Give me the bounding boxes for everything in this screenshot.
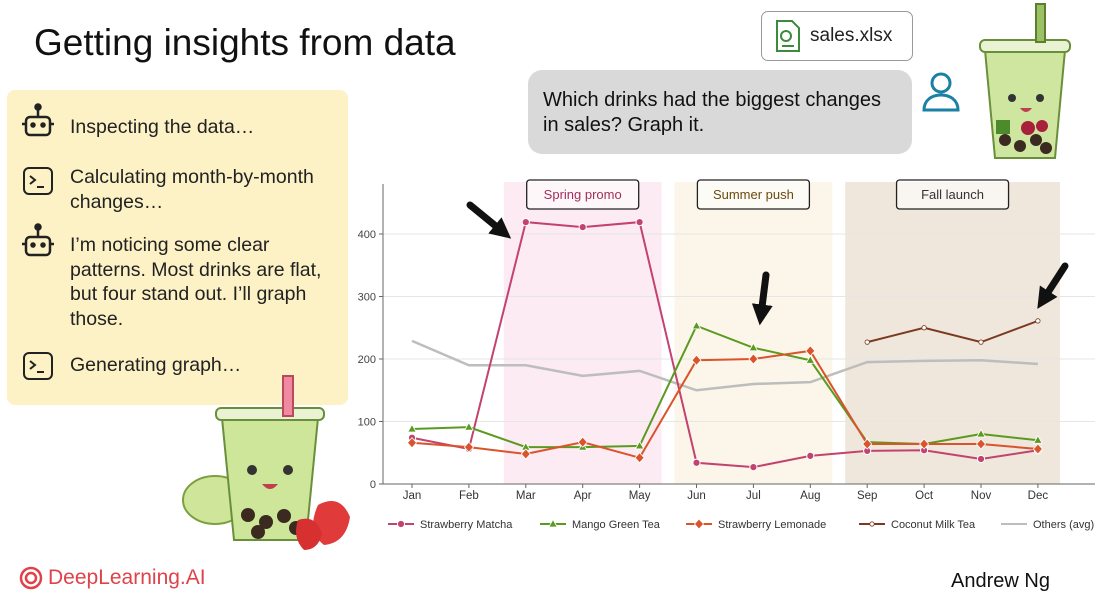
x-tick-label: May [629, 490, 651, 502]
x-tick-label: Aug [800, 490, 820, 502]
point [1033, 434, 1043, 444]
y-tick-label: 400 [358, 229, 376, 241]
user-message-text: Which drinks had the biggest changes in … [543, 89, 881, 136]
highlight-region [503, 182, 662, 484]
point [691, 320, 702, 330]
point [978, 339, 984, 345]
x-tick-label: Oct [915, 490, 934, 502]
point [520, 441, 531, 451]
point [748, 353, 759, 365]
series-line [411, 349, 1038, 459]
point [976, 428, 986, 438]
point [975, 438, 987, 450]
point [863, 446, 872, 455]
legend-label: Mango Green Tea [572, 519, 661, 531]
point [464, 444, 473, 454]
highlight-region [845, 182, 1060, 484]
x-tick-label: Sep [857, 490, 877, 502]
region-label: Fall launch [921, 187, 984, 202]
x-tick-label: Jan [403, 490, 422, 502]
point [520, 448, 531, 460]
x-tick-label: Mar [516, 490, 536, 502]
point [464, 421, 474, 431]
brand: DeepLearning.AI [48, 566, 206, 589]
point [919, 438, 930, 450]
series-line [411, 339, 1038, 392]
point [693, 518, 705, 530]
point [577, 441, 588, 451]
legend-label: Coconut Milk Tea [891, 519, 976, 531]
y-tick-label: 100 [358, 417, 376, 429]
x-tick-label: Jul [746, 490, 761, 502]
point [577, 436, 588, 448]
point [634, 440, 645, 450]
point [805, 345, 816, 357]
point [1033, 446, 1043, 455]
file-icon [776, 20, 800, 52]
x-tick-label: Nov [971, 490, 992, 502]
x-tick-label: Dec [1028, 490, 1049, 502]
point [749, 463, 758, 472]
agent-step-robot: I’m noticing some clear patterns. Most d… [70, 234, 322, 330]
point [976, 454, 986, 464]
point [806, 451, 815, 460]
point [396, 519, 406, 529]
y-tick-label: 0 [370, 479, 376, 491]
point [463, 441, 474, 453]
boba-illustration [979, 3, 1071, 159]
point [692, 458, 701, 467]
point [1032, 443, 1043, 455]
x-tick-label: Feb [459, 490, 479, 502]
series-line [866, 319, 1039, 344]
point [920, 446, 929, 455]
agent-step-terminal: Calculating month-by-month changes… [70, 166, 314, 213]
point [919, 438, 929, 448]
region-label: Summer push [713, 187, 794, 202]
point [635, 218, 644, 227]
file-name: sales.xlsx [810, 25, 893, 46]
agent-step-terminal: Generating graph… [70, 354, 242, 376]
agent-step-robot: Inspecting the data… [70, 116, 255, 138]
slide-title: Getting insights from data [34, 22, 456, 63]
legend-label: Others (avg) [1033, 519, 1094, 531]
agent-panel: Inspecting the data… Calculating month-by… [7, 90, 348, 405]
series-line [411, 221, 1039, 469]
point [521, 218, 530, 227]
point [748, 342, 759, 352]
point [578, 223, 587, 232]
point [921, 325, 927, 331]
point [406, 437, 418, 449]
point [691, 354, 702, 366]
brand-logo [19, 566, 43, 590]
highlight-region [674, 182, 833, 484]
point [407, 433, 417, 442]
y-tick-label: 200 [358, 354, 376, 366]
point [548, 518, 558, 528]
file-chip: sales.xlsx [761, 11, 913, 61]
legend-label: Strawberry Lemonade [718, 519, 826, 531]
point [862, 436, 873, 446]
region-label: Spring promo [544, 187, 622, 202]
region-label-box [696, 179, 811, 210]
point [805, 354, 816, 364]
point [864, 339, 870, 345]
x-tick-label: Apr [574, 490, 592, 502]
point [1035, 318, 1041, 324]
region-label-box [895, 179, 1010, 210]
x-tick-label: Jun [687, 490, 706, 502]
point [869, 521, 875, 527]
author: Andrew Ng [951, 570, 1050, 592]
y-tick-label: 300 [358, 292, 376, 304]
arrows [466, 201, 1069, 326]
user-message: Which drinks had the biggest changes in … [528, 70, 912, 154]
plot-area: Spring promo Summer push Fall launch 0 100 20… [358, 179, 1095, 531]
user-icon [922, 72, 960, 112]
point [862, 438, 873, 450]
point [407, 423, 417, 433]
legend-label: Strawberry Matcha [420, 519, 513, 531]
region-label-box [526, 179, 640, 210]
series-line [411, 324, 1039, 449]
point [634, 452, 645, 464]
